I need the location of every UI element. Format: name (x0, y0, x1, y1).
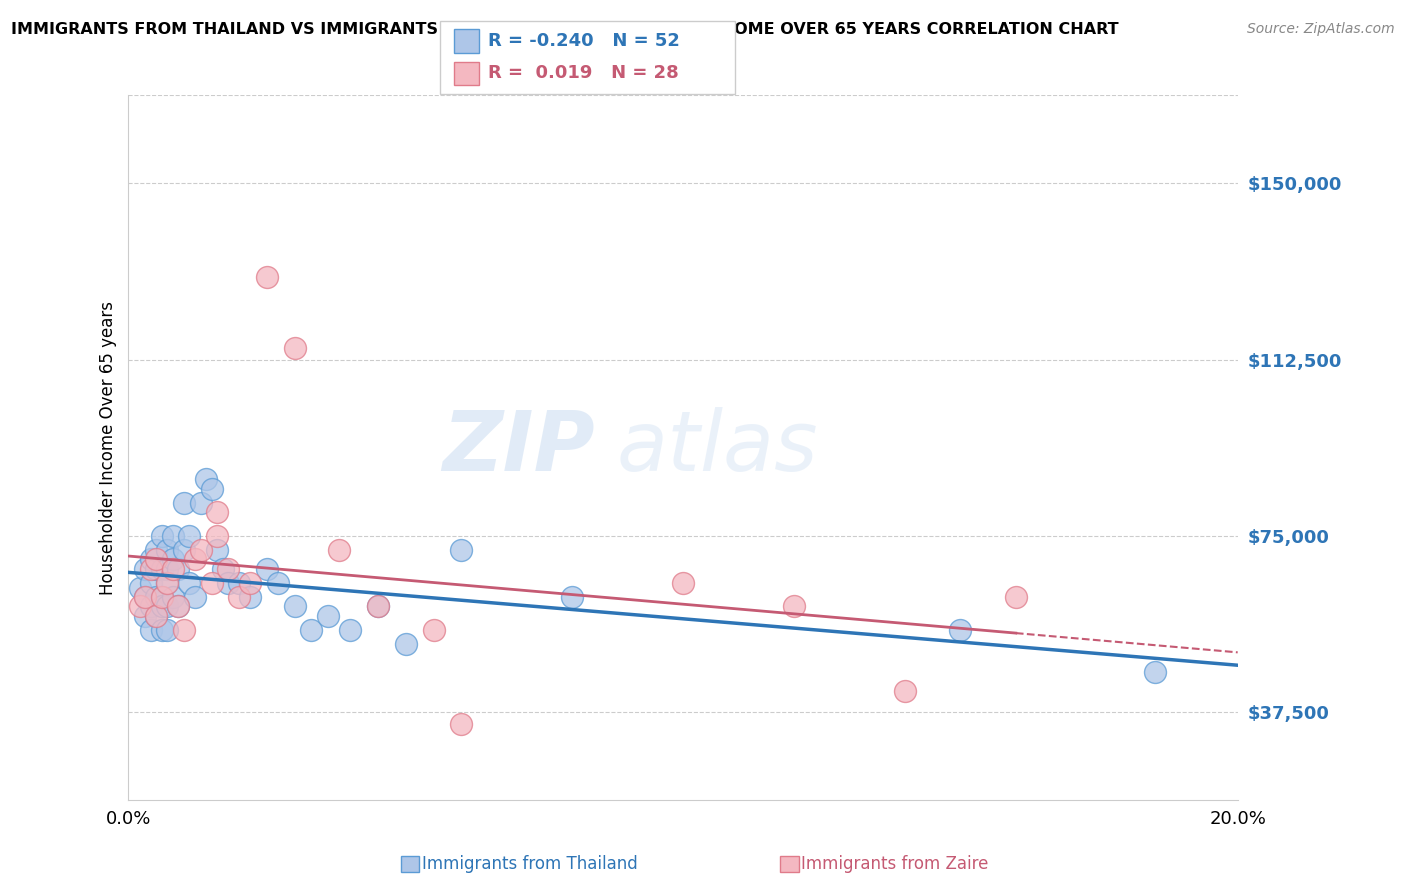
Point (184, 552, 207, 566)
Point (150, 590, 173, 604)
Point (134, 590, 156, 604)
Point (145, 608, 167, 623)
Point (450, 543, 472, 558)
Text: ZIP: ZIP (441, 408, 595, 488)
Point (145, 562, 167, 576)
Point (173, 543, 195, 558)
Point (367, 599, 389, 614)
Text: R =  0.019   N = 28: R = 0.019 N = 28 (488, 64, 679, 82)
Point (316, 608, 339, 623)
Point (256, 562, 278, 576)
Point (139, 562, 162, 576)
Point (561, 590, 583, 604)
Point (190, 543, 212, 558)
Text: Immigrants from Thailand: Immigrants from Thailand (422, 855, 637, 873)
Point (139, 552, 162, 566)
Point (156, 599, 179, 614)
Point (205, 543, 228, 558)
Point (284, 341, 307, 355)
Point (190, 496, 212, 510)
Text: IMMIGRANTS FROM THAILAND VS IMMIGRANTS FROM ZAIRE HOUSEHOLDER INCOME OVER 65 YEA: IMMIGRANTS FROM THAILAND VS IMMIGRANTS F… (11, 22, 1119, 37)
Point (134, 608, 156, 623)
Text: Source: ZipAtlas.com: Source: ZipAtlas.com (1247, 22, 1395, 37)
Point (228, 575, 250, 590)
Point (672, 575, 695, 590)
Point (949, 623, 972, 637)
Point (134, 562, 156, 576)
Point (145, 552, 167, 566)
Point (128, 581, 150, 595)
Point (162, 590, 184, 604)
Point (422, 623, 444, 637)
Text: Immigrants from Zaire: Immigrants from Zaire (801, 855, 988, 873)
Point (211, 562, 233, 576)
Point (367, 599, 389, 614)
Point (167, 599, 190, 614)
Point (167, 562, 190, 576)
Point (783, 599, 806, 614)
Point (195, 473, 218, 487)
Point (339, 623, 361, 637)
Point (201, 575, 224, 590)
Point (162, 529, 184, 543)
Point (239, 590, 262, 604)
Point (284, 599, 307, 614)
Point (162, 562, 184, 576)
Point (128, 599, 150, 614)
Point (156, 623, 179, 637)
Point (205, 505, 228, 519)
Point (228, 590, 250, 604)
Point (179, 529, 201, 543)
Point (156, 562, 179, 576)
Point (150, 590, 173, 604)
Point (1005, 590, 1028, 604)
Point (150, 599, 173, 614)
Text: R = -0.240   N = 52: R = -0.240 N = 52 (488, 32, 679, 50)
Point (894, 684, 917, 698)
Point (145, 543, 167, 558)
Point (150, 529, 173, 543)
Point (1143, 665, 1166, 680)
Point (217, 575, 239, 590)
Point (179, 575, 201, 590)
Point (173, 623, 195, 637)
Point (145, 608, 167, 623)
Point (145, 590, 167, 604)
Point (139, 599, 162, 614)
Point (239, 575, 262, 590)
Point (156, 543, 179, 558)
Point (450, 716, 472, 731)
Text: atlas: atlas (616, 408, 818, 488)
Point (150, 562, 173, 576)
Point (256, 270, 278, 285)
Point (162, 552, 184, 566)
Point (201, 482, 224, 496)
Point (150, 623, 173, 637)
Point (184, 590, 207, 604)
Point (328, 543, 350, 558)
Point (267, 575, 290, 590)
Point (395, 637, 418, 651)
Y-axis label: Householder Income Over 65 years: Householder Income Over 65 years (100, 301, 117, 595)
Point (156, 575, 179, 590)
Point (167, 599, 190, 614)
Point (134, 590, 156, 604)
Point (173, 496, 195, 510)
Point (205, 529, 228, 543)
Point (139, 623, 162, 637)
Point (139, 575, 162, 590)
Point (156, 575, 179, 590)
Point (301, 623, 323, 637)
Point (217, 562, 239, 576)
